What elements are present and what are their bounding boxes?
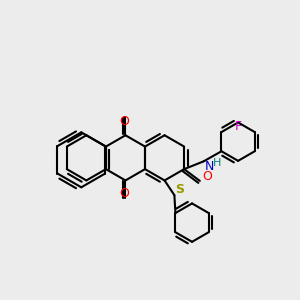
Text: S: S [176,183,184,196]
Text: O: O [202,170,212,183]
Text: O: O [119,188,129,200]
Text: O: O [119,115,129,128]
Text: N: N [205,160,214,173]
Text: H: H [213,158,221,168]
Text: F: F [235,119,242,133]
